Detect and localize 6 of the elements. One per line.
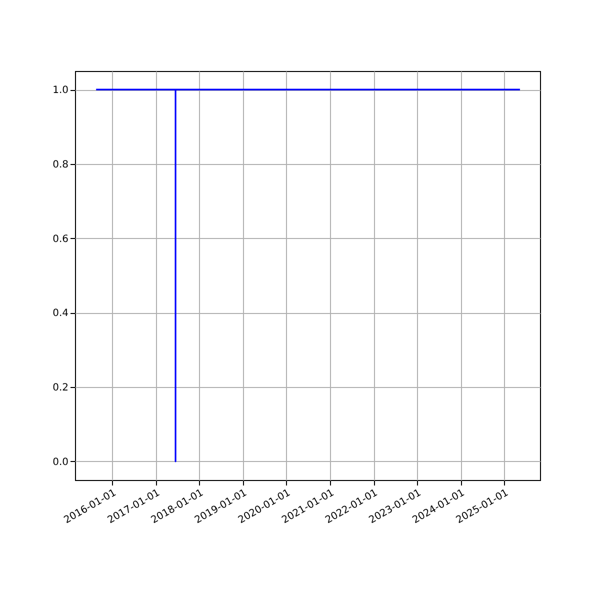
- y-tick-label: 0.6: [52, 234, 68, 245]
- y-tick-label: 0.0: [52, 456, 68, 468]
- y-tick-label: 0.8: [52, 159, 68, 170]
- y-tick-label: 0.4: [52, 308, 68, 320]
- y-tick-label: 1.0: [52, 85, 68, 96]
- y-tick-label: 0.2: [52, 382, 68, 394]
